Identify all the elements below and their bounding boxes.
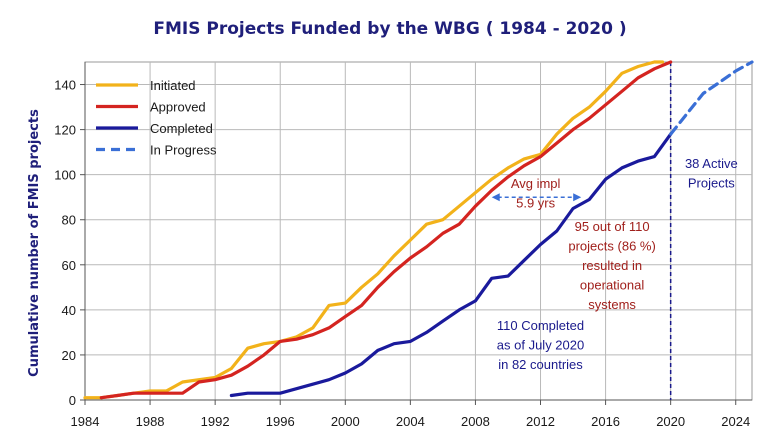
legend: Initiated Approved Completed In Progress <box>96 78 217 158</box>
annotation-line: 5.9 yrs <box>516 196 556 211</box>
annotation-line: 95 out of 110 <box>575 219 650 234</box>
chart-title: FMIS Projects Funded by the WBG ( 1984 -… <box>153 19 626 39</box>
x-tick-label: 2004 <box>396 414 425 429</box>
y-tick-label: 40 <box>62 303 76 318</box>
y-tick-label: 60 <box>62 258 76 273</box>
x-tick-label: 2012 <box>526 414 555 429</box>
annotation-1: Avg impl 5.9 yrs <box>511 176 561 211</box>
y-tick-label: 100 <box>54 168 76 183</box>
annotation-line: Projects <box>688 175 735 190</box>
x-tick-label: 1992 <box>201 414 230 429</box>
legend-label: Completed <box>150 121 213 136</box>
y-tick-label: 0 <box>69 393 76 408</box>
impl-arrow-right-head <box>573 193 582 202</box>
x-tick-label: 2024 <box>721 414 750 429</box>
series-line-initiated <box>83 60 665 400</box>
annotation-2: 38 Active Projects <box>685 156 738 191</box>
legend-label: In Progress <box>150 143 217 158</box>
legend-label: Initiated <box>150 78 196 93</box>
annotation-line: in 82 countries <box>498 357 583 372</box>
legend-label: Approved <box>150 100 206 115</box>
x-tick-label: 2008 <box>461 414 490 429</box>
annotation-line: systems <box>588 297 636 312</box>
series-line-in-progress <box>669 60 754 136</box>
impl-arrow-left-head <box>491 193 500 202</box>
annotations: Avg impl 5.9 yrs 38 Active Projects 95 out o… <box>491 156 738 372</box>
annotation-3: 95 out of 110 projects (86 %) resulted in o… <box>568 219 655 312</box>
series-line-completed <box>229 132 673 398</box>
y-axis-label: Cumulative number of FMIS projects <box>27 109 42 377</box>
annotation-line: Avg impl <box>511 176 561 191</box>
x-tick-label: 2016 <box>591 414 620 429</box>
annotation-line: operational <box>580 278 644 293</box>
series-lines <box>83 60 754 400</box>
y-tick-label: 80 <box>62 213 76 228</box>
annotation-4: 110 Completed as of July 2020 in 82 countr… <box>497 318 584 372</box>
annotation-line: 110 Completed <box>497 318 584 333</box>
x-tick-label: 2000 <box>331 414 360 429</box>
y-tick-label: 20 <box>62 348 76 363</box>
axes: 1984 1988 1992 1996 2000 2004 2008 2012 2016 2020… <box>54 62 752 429</box>
x-tick-label: 1988 <box>136 414 165 429</box>
x-tick-label: 1996 <box>266 414 295 429</box>
x-tick-label: 2020 <box>656 414 685 429</box>
x-tick-label: 1984 <box>71 414 100 429</box>
y-tick-label: 140 <box>54 78 76 93</box>
annotation-line: as of July 2020 <box>497 338 584 353</box>
annotation-line: projects (86 %) <box>568 239 655 254</box>
series-line-approved <box>99 60 673 400</box>
y-tick-label: 120 <box>54 123 76 138</box>
annotation-line: 38 Active <box>685 156 738 171</box>
annotation-line: resulted in <box>582 258 642 273</box>
